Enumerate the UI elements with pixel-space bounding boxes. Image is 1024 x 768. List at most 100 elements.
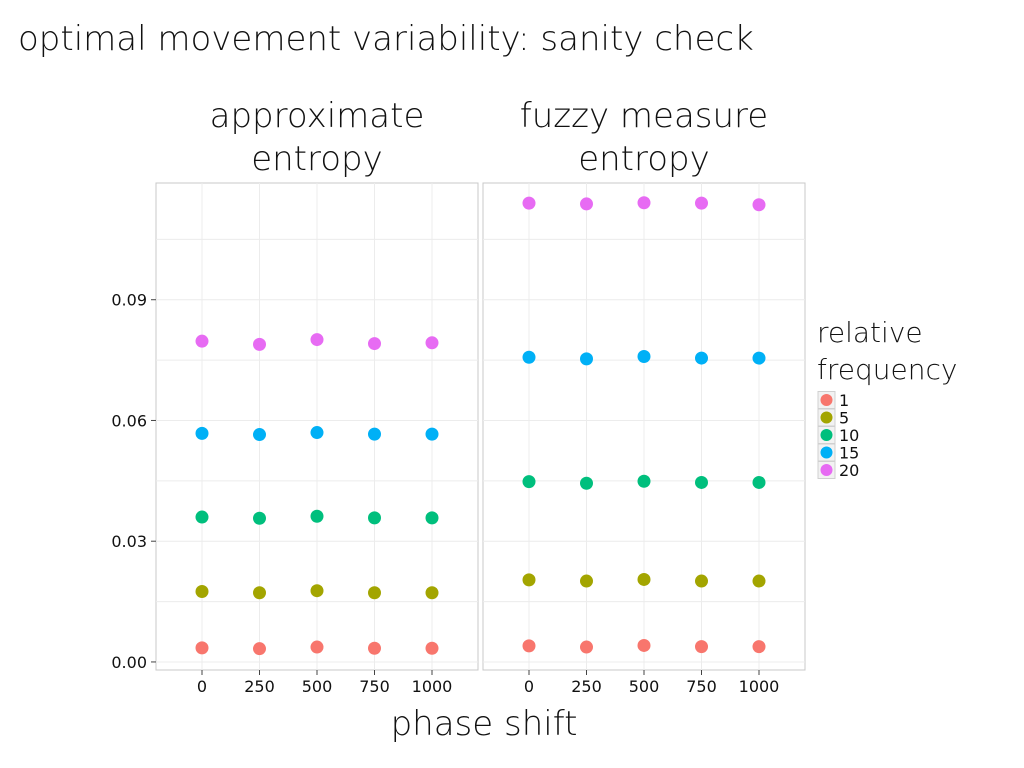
x-tick-label: 250 [571, 677, 602, 696]
legend-label: 10 [839, 426, 859, 445]
legend-item: 1 [817, 391, 849, 410]
data-point [195, 641, 209, 655]
series-15 [195, 426, 439, 442]
data-point [195, 510, 209, 524]
x-tick-label: 0 [524, 677, 534, 696]
x-tick-label: 750 [686, 677, 717, 696]
data-point [368, 641, 381, 655]
x-tick-label: 1000 [739, 677, 780, 696]
data-point [368, 586, 381, 600]
y-tick-label: 0.03 [111, 532, 147, 551]
data-point [425, 336, 439, 350]
data-point [580, 574, 593, 588]
x-axis: 0 250 500 750 1000 [197, 670, 452, 696]
x-axis: 0 250 500 750 1000 [524, 670, 779, 696]
panel-title-line: fuzzy measure [520, 96, 768, 136]
x-tick-label: 250 [244, 677, 275, 696]
data-point [425, 641, 439, 655]
legend-key-dot [820, 446, 833, 459]
data-point [195, 585, 209, 599]
series-5 [522, 572, 766, 588]
data-point [522, 639, 536, 653]
legend-title-line: frequency [817, 353, 957, 386]
panel-title-line: entropy [578, 139, 710, 179]
data-point [637, 349, 651, 363]
data-point [368, 511, 381, 525]
data-point [253, 586, 266, 600]
series-1 [195, 640, 439, 656]
legend-key-dot [820, 429, 833, 441]
legend-item: 10 [817, 426, 859, 445]
data-point [522, 350, 536, 364]
y-axis: 0.00 0.03 0.06 0.09 [111, 291, 156, 672]
legend-item: 5 [817, 408, 849, 428]
data-point [752, 351, 766, 365]
data-point [310, 640, 324, 654]
data-point [425, 427, 439, 441]
data-point [368, 337, 381, 351]
panel-title-line: entropy [251, 139, 383, 179]
data-point [752, 574, 766, 588]
data-point [580, 640, 593, 654]
legend-key-dot [820, 411, 833, 424]
data-point [253, 337, 266, 351]
data-point [310, 584, 324, 598]
y-tick-label: 0.06 [111, 411, 147, 430]
series-5 [195, 584, 439, 600]
data-point [695, 640, 708, 654]
legend-label: 15 [839, 444, 859, 463]
data-point [752, 640, 766, 654]
data-point [752, 475, 766, 489]
legend-item: 20 [817, 461, 859, 480]
data-point [253, 428, 266, 442]
series-20 [195, 333, 439, 351]
data-point [580, 352, 593, 366]
panel-title-line: approximate [210, 96, 425, 136]
data-point [522, 573, 536, 587]
series-10 [195, 509, 439, 525]
data-point [637, 196, 651, 210]
data-point [637, 638, 651, 652]
x-tick-label: 500 [302, 677, 333, 696]
data-point [310, 426, 324, 440]
data-point [752, 198, 766, 212]
series-1 [522, 638, 766, 654]
data-point [253, 642, 266, 656]
x-axis-label: phase shift [391, 704, 578, 744]
legend-label: 20 [839, 461, 859, 480]
data-point [195, 426, 209, 440]
panel-grid [483, 183, 805, 670]
x-tick-label: 750 [359, 677, 390, 696]
data-point [637, 474, 651, 488]
legend-label: 1 [839, 391, 849, 410]
data-point [522, 196, 536, 210]
data-point [310, 333, 324, 347]
data-point [637, 572, 651, 586]
data-point [195, 334, 209, 348]
data-point [695, 475, 708, 489]
data-point [580, 197, 593, 211]
legend-label: 5 [839, 409, 849, 428]
y-tick-label: 0.09 [111, 291, 147, 310]
series-20 [522, 196, 766, 212]
data-point [425, 511, 439, 525]
data-point [695, 574, 708, 588]
series-15 [522, 349, 766, 366]
legend-key-dot [820, 394, 833, 406]
data-point [695, 196, 708, 210]
data-point [580, 476, 593, 490]
legend-item: 15 [817, 443, 859, 463]
data-point [253, 511, 266, 525]
x-tick-label: 500 [629, 677, 660, 696]
legend-key-dot [820, 464, 833, 476]
data-point [425, 586, 439, 600]
x-tick-label: 0 [197, 677, 207, 696]
data-point [522, 475, 536, 489]
data-point [310, 509, 324, 523]
series-10 [522, 474, 766, 490]
data-point [695, 351, 708, 365]
